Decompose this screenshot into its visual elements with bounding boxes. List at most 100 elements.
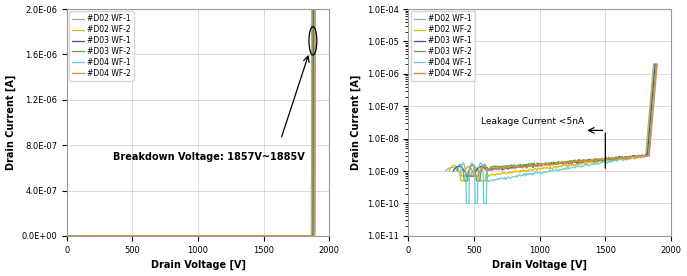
#D04 WF-1 <box>485 180 493 183</box>
Line: #D04 WF-1: #D04 WF-1 <box>67 9 315 236</box>
Y-axis label: Drain Current [A]: Drain Current [A] <box>351 75 361 170</box>
#D02 WF-2 <box>63 234 71 238</box>
#D03 WF-1 <box>449 169 458 173</box>
Line: #D02 WF-2: #D02 WF-2 <box>449 64 654 181</box>
#D03 WF-2 <box>646 132 655 135</box>
#D04 WF-1 <box>311 7 319 11</box>
#D02 WF-1 <box>599 158 607 161</box>
#D03 WF-1 <box>600 158 609 161</box>
#D03 WF-1 <box>462 174 471 178</box>
#D02 WF-1 <box>301 234 309 238</box>
#D03 WF-1 <box>85 234 93 238</box>
#D04 WF-2 <box>311 7 319 11</box>
#D02 WF-1 <box>441 169 449 173</box>
#D03 WF-1 <box>302 234 311 238</box>
#D02 WF-2 <box>477 179 486 182</box>
#D04 WF-2 <box>304 234 313 238</box>
Legend: #D02 WF-1, #D02 WF-2, #D03 WF-1, #D03 WF-2, #D04 WF-1, #D04 WF-2: #D02 WF-1, #D02 WF-2, #D03 WF-1, #D03 WF… <box>411 11 475 81</box>
Line: #D04 WF-2: #D04 WF-2 <box>67 9 315 236</box>
#D02 WF-2 <box>485 174 493 178</box>
#D02 WF-2 <box>295 234 303 238</box>
#D02 WF-2 <box>457 179 465 182</box>
#D03 WF-1 <box>65 234 73 238</box>
#D04 WF-2 <box>63 234 71 238</box>
#D04 WF-1 <box>297 234 305 238</box>
#D04 WF-2 <box>602 157 610 161</box>
Line: #D02 WF-2: #D02 WF-2 <box>67 9 313 236</box>
#D02 WF-1 <box>485 168 493 171</box>
#D02 WF-2 <box>85 234 93 238</box>
#D04 WF-2 <box>85 234 93 238</box>
X-axis label: Drain Voltage [V]: Drain Voltage [V] <box>492 260 587 270</box>
#D02 WF-2 <box>302 234 310 238</box>
#D03 WF-2 <box>648 112 656 116</box>
#D03 WF-2 <box>257 234 265 238</box>
#D03 WF-2 <box>485 167 493 170</box>
#D02 WF-1 <box>643 140 651 143</box>
#D03 WF-2 <box>304 234 312 238</box>
Line: #D03 WF-2: #D03 WF-2 <box>67 9 315 236</box>
Line: #D02 WF-1: #D02 WF-1 <box>445 64 653 176</box>
#D04 WF-1 <box>304 234 313 238</box>
#D02 WF-1 <box>294 234 302 238</box>
#D02 WF-2 <box>308 7 317 11</box>
#D04 WF-2 <box>242 234 250 238</box>
#D02 WF-1 <box>63 234 71 238</box>
#D04 WF-1 <box>65 234 73 238</box>
#D04 WF-2 <box>461 169 469 173</box>
#D03 WF-1 <box>256 234 264 238</box>
#D03 WF-2 <box>297 234 305 238</box>
#D04 WF-2 <box>646 140 655 143</box>
#D03 WF-2 <box>646 140 654 143</box>
#D04 WF-2 <box>647 132 655 135</box>
#D03 WF-1 <box>644 140 653 143</box>
Line: #D03 WF-1: #D03 WF-1 <box>453 64 655 176</box>
#D04 WF-1 <box>649 112 657 116</box>
Line: #D04 WF-1: #D04 WF-1 <box>461 64 657 203</box>
#D02 WF-1 <box>65 234 73 238</box>
#D03 WF-2 <box>460 179 469 182</box>
#D04 WF-1 <box>602 160 610 164</box>
#D03 WF-2 <box>601 157 609 160</box>
#D04 WF-2 <box>65 234 73 238</box>
#D02 WF-2 <box>255 234 263 238</box>
#D02 WF-2 <box>650 62 658 66</box>
#D02 WF-1 <box>308 7 316 11</box>
#D02 WF-1 <box>477 166 485 169</box>
#D02 WF-1 <box>649 62 657 66</box>
Line: #D04 WF-2: #D04 WF-2 <box>465 64 657 176</box>
#D03 WF-1 <box>646 112 655 116</box>
#D03 WF-2 <box>85 234 93 238</box>
#D04 WF-1 <box>457 169 465 173</box>
Text: Leakage Current <5nA: Leakage Current <5nA <box>481 116 585 126</box>
#D03 WF-1 <box>295 234 304 238</box>
#D04 WF-1 <box>462 202 471 205</box>
#D03 WF-1 <box>485 169 493 172</box>
#D02 WF-2 <box>65 234 73 238</box>
#D03 WF-1 <box>651 62 660 66</box>
#D02 WF-2 <box>240 234 248 238</box>
#D03 WF-2 <box>65 234 73 238</box>
#D03 WF-1 <box>645 132 653 135</box>
#D04 WF-1 <box>646 140 654 143</box>
#D04 WF-2 <box>480 165 488 168</box>
X-axis label: Drain Voltage [V]: Drain Voltage [V] <box>150 260 245 270</box>
Y-axis label: Drain Current [A]: Drain Current [A] <box>5 75 16 170</box>
#D03 WF-1 <box>63 234 71 238</box>
#D04 WF-2 <box>653 62 662 66</box>
#D04 WF-1 <box>242 234 250 238</box>
#D02 WF-1 <box>644 132 652 135</box>
#D03 WF-2 <box>63 234 71 238</box>
Text: Breakdown Voltage: 1857V~1885V: Breakdown Voltage: 1857V~1885V <box>113 152 304 161</box>
Line: #D03 WF-1: #D03 WF-1 <box>67 9 313 236</box>
#D02 WF-2 <box>445 169 453 173</box>
#D02 WF-2 <box>646 112 654 116</box>
#D04 WF-1 <box>63 234 71 238</box>
#D03 WF-2 <box>652 62 660 66</box>
#D03 WF-2 <box>241 234 249 238</box>
#D03 WF-2 <box>478 164 486 168</box>
#D03 WF-2 <box>453 169 461 173</box>
#D04 WF-2 <box>297 234 306 238</box>
#D04 WF-1 <box>646 132 655 135</box>
#D04 WF-1 <box>653 62 661 66</box>
